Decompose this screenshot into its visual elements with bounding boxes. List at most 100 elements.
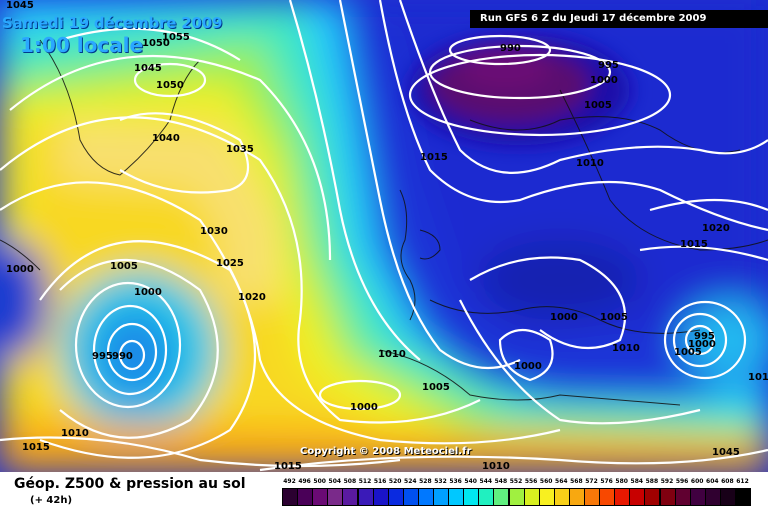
isobar-label: 1000 — [6, 264, 34, 275]
scale-swatch — [704, 488, 721, 506]
scale-swatch — [644, 488, 661, 506]
isobar-label: 1010 — [748, 372, 768, 383]
forecast-time-label: 1:00 locale — [20, 33, 144, 57]
scale-swatch — [342, 488, 359, 506]
isobars — [0, 0, 768, 472]
scale-swatch — [614, 488, 631, 506]
scale-label: 528 — [419, 478, 432, 485]
scale-label: 560 — [539, 478, 553, 485]
isobar-label: 1015 — [680, 239, 708, 250]
scale-swatch — [463, 488, 480, 506]
scale-label: 608 — [721, 478, 734, 485]
isobar-label: 1020 — [702, 223, 730, 234]
scale-label: 576 — [600, 478, 613, 485]
geopotential-field — [0, 0, 768, 472]
isobar-label: 1015 — [22, 442, 50, 453]
scale-swatch — [568, 488, 585, 506]
isobar-label: 1005 — [674, 347, 702, 358]
model-run-info: Run GFS 6 Z du Jeudi 17 décembre 2009 — [470, 10, 768, 28]
isobar-label: 1045 — [6, 0, 34, 11]
scale-swatch — [599, 488, 616, 506]
isobar-label: 1010 — [482, 461, 510, 472]
scale-swatch — [553, 488, 570, 506]
isobar-label: 1000 — [134, 287, 162, 298]
isobar-label: 1015 — [274, 461, 302, 472]
isobar-label: 995 — [598, 60, 619, 71]
scale-label: 536 — [449, 478, 462, 485]
scale-label: 596 — [675, 478, 689, 485]
scale-label: 548 — [494, 478, 508, 485]
scale-label: 496 — [298, 478, 311, 485]
scale-swatch — [523, 488, 540, 506]
scale-label: 612 — [736, 478, 749, 485]
isobar-label: 1010 — [576, 158, 604, 169]
forecast-date-title: Samedi 19 décembre 2009 — [2, 14, 223, 32]
scale-label: 500 — [313, 478, 326, 485]
isobar-label: 1010 — [61, 428, 89, 439]
isobar-label: 1000 — [688, 339, 716, 350]
scale-swatch — [735, 488, 752, 506]
scale-label: 556 — [524, 478, 538, 485]
scale-label: 572 — [585, 478, 598, 485]
isobar-label: 1000 — [590, 75, 618, 86]
scale-swatch — [493, 488, 510, 506]
scale-swatch — [327, 488, 344, 506]
scale-label: 520 — [388, 478, 402, 485]
scale-swatch — [402, 488, 419, 506]
weather-map: 1045 1055 1050 1045 1050 1040 1035 1030 … — [0, 0, 768, 472]
scale-swatch — [448, 488, 465, 506]
scale-label: 512 — [358, 478, 372, 485]
scale-swatch — [508, 488, 525, 506]
scale-label: 524 — [404, 478, 417, 485]
scale-label: 568 — [570, 478, 583, 485]
scale-swatch — [282, 488, 299, 506]
isobar-label: 1045 — [134, 63, 162, 74]
isobar-label: 1000 — [350, 402, 378, 413]
scale-swatch — [659, 488, 676, 506]
scale-label: 540 — [464, 478, 477, 485]
scale-swatch — [417, 488, 434, 506]
isobar-label: 1030 — [200, 226, 228, 237]
scale-swatch — [433, 488, 450, 506]
isobar-label: 990 — [112, 351, 133, 362]
scale-label: 532 — [434, 478, 447, 485]
lead-time: (+ 42h) — [30, 495, 73, 506]
scale-swatch — [357, 488, 374, 506]
legend-footer: Géop. Z500 & pression au sol (+ 42h) 492… — [0, 472, 768, 512]
scale-swatch — [387, 488, 404, 506]
isobar-label: 1005 — [110, 261, 138, 272]
scale-label: 604 — [706, 478, 719, 485]
copyright-text: Copyright © 2008 Meteociel.fr — [300, 446, 472, 457]
scale-label: 588 — [645, 478, 659, 485]
scale-swatch — [689, 488, 706, 506]
scale-label: 584 — [630, 478, 644, 485]
field-name: Géop. Z500 & pression au sol — [14, 476, 246, 492]
scale-label: 592 — [660, 478, 674, 485]
isobar-label: 995 — [92, 351, 113, 362]
scale-label: 492 — [283, 478, 296, 485]
map-canvas: 1045 1055 1050 1045 1050 1040 1035 1030 … — [0, 0, 768, 472]
scale-label: 516 — [373, 478, 387, 485]
isobar-label: 1000 — [514, 361, 542, 372]
scale-swatch — [478, 488, 495, 506]
scale-label: 544 — [479, 478, 493, 485]
isobar-label: 1050 — [142, 38, 170, 49]
scale-label: 600 — [690, 478, 704, 485]
coastlines — [0, 39, 768, 406]
isobar-label: 1035 — [226, 144, 254, 155]
isobar-label: 1005 — [600, 312, 628, 323]
scale-label: 504 — [328, 478, 342, 485]
isobar-label: 1000 — [550, 312, 578, 323]
scale-swatch — [538, 488, 555, 506]
isobar-label: 1020 — [238, 292, 266, 303]
isobar-label: 995 — [694, 331, 715, 342]
color-scale: 492 496 500 504 508 512 516 520 524 528 532 536 540 5… — [282, 478, 752, 508]
isobar-label: 1005 — [422, 382, 450, 393]
isobar-label: 1025 — [216, 258, 244, 269]
scale-swatch — [719, 488, 736, 506]
isobar-label: 1010 — [378, 349, 406, 360]
isobar-label: 1045 — [712, 447, 740, 458]
scale-label: 552 — [509, 478, 523, 485]
isobar-label: 1005 — [584, 100, 612, 111]
scale-label: 508 — [343, 478, 357, 485]
